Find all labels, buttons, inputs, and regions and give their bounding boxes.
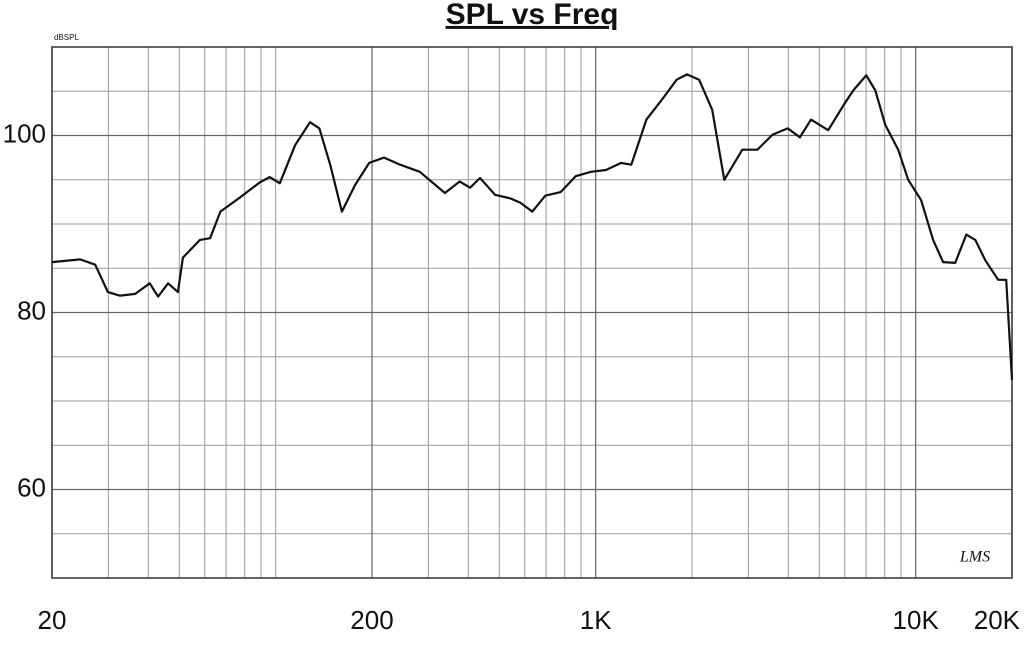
y-tick-label: 60 [17, 472, 46, 502]
watermark: LMS [959, 549, 990, 566]
y-tick-label: 100 [3, 118, 46, 148]
spl-line [51, 73, 1014, 380]
y-tick-label: 80 [17, 295, 46, 325]
x-tick-label: 1K [580, 605, 612, 635]
x-tick-label: 20 [38, 605, 67, 635]
x-tick-label: 200 [350, 605, 393, 635]
x-tick-label: 10K [893, 605, 940, 635]
plot-frame [51, 46, 1013, 579]
y-unit-label: dBSPL [54, 33, 79, 42]
chart-title: SPL vs Freq [446, 0, 619, 31]
x-tick-label: 20K [974, 605, 1021, 635]
